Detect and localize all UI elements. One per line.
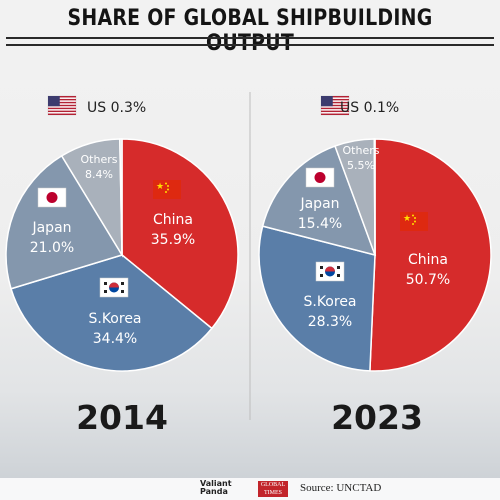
pie-slice-2023-china	[369, 138, 492, 372]
chart-title: SHARE OF GLOBAL SHIPBUILDING OUTPUT	[67, 6, 433, 56]
pie-slice-2014-china	[121, 138, 239, 330]
svg-text:★: ★	[156, 182, 164, 192]
us-flag-icon-2014	[47, 95, 77, 116]
slice-value-2023-japan: 15.4%	[298, 216, 342, 232]
slice-label-2014-skorea: S.Korea	[88, 311, 141, 327]
us-flag-icon-2023	[320, 95, 350, 116]
footer-bar: Valiant Panda GLOBAL TIMES Source: UNCTAD	[0, 478, 500, 500]
valiant-panda-logo: Valiant Panda	[200, 479, 232, 496]
slice-label-2014-japan: Japan	[31, 220, 71, 236]
pie-slice-2023-us	[373, 138, 376, 256]
legend-us-2014: US 0.3%	[87, 100, 146, 116]
legend-us-2023: US 0.1%	[340, 100, 399, 116]
slice-label-2014-china: China	[153, 212, 193, 228]
korea-flag-icon-2014	[99, 277, 129, 298]
pie-charts: ★ China 35.9% S.Korea 34.4% Japan 21.0% Others 8…	[5, 92, 492, 420]
year-label-2014: 2014	[76, 398, 168, 437]
slice-value-2014-japan: 21.0%	[30, 240, 74, 256]
slice-label-2023-others: Others	[343, 144, 380, 157]
korea-flag-icon-2023	[315, 261, 345, 282]
svg-text:★: ★	[403, 214, 411, 224]
global-times-logo: GLOBAL TIMES	[258, 481, 288, 497]
slice-label-2014-others: Others	[81, 153, 118, 166]
pie-slice-2014-skorea	[10, 254, 213, 372]
japan-flag-icon-2014	[37, 187, 67, 208]
china-flag-icon-2014: ★	[153, 180, 181, 199]
slice-value-2023-china: 50.7%	[406, 272, 450, 288]
slice-label-2023-japan: Japan	[299, 196, 339, 212]
slice-label-2023-skorea: S.Korea	[303, 294, 356, 310]
pie-slice-2023-skorea	[258, 225, 376, 372]
pie-slice-2014-japan	[5, 154, 124, 290]
source-note: Source: UNCTAD	[300, 482, 382, 494]
pie-slice-2023-japan	[261, 145, 377, 257]
year-label-2023: 2023	[331, 398, 423, 437]
slice-value-2014-china: 35.9%	[151, 232, 195, 248]
title-rule-bottom	[6, 44, 494, 46]
japan-flag-icon-2023	[305, 167, 335, 188]
title-rule-top	[6, 37, 494, 39]
slice-value-2014-skorea: 34.4%	[93, 331, 137, 347]
slice-value-2023-skorea: 28.3%	[308, 314, 352, 330]
slice-label-2023-china: China	[408, 252, 448, 268]
pie-slice-2014-us	[119, 138, 123, 256]
slice-value-2014-others: 8.4%	[85, 168, 113, 181]
china-flag-icon-2023: ★	[400, 212, 428, 231]
slice-value-2023-others: 5.5%	[347, 159, 375, 172]
